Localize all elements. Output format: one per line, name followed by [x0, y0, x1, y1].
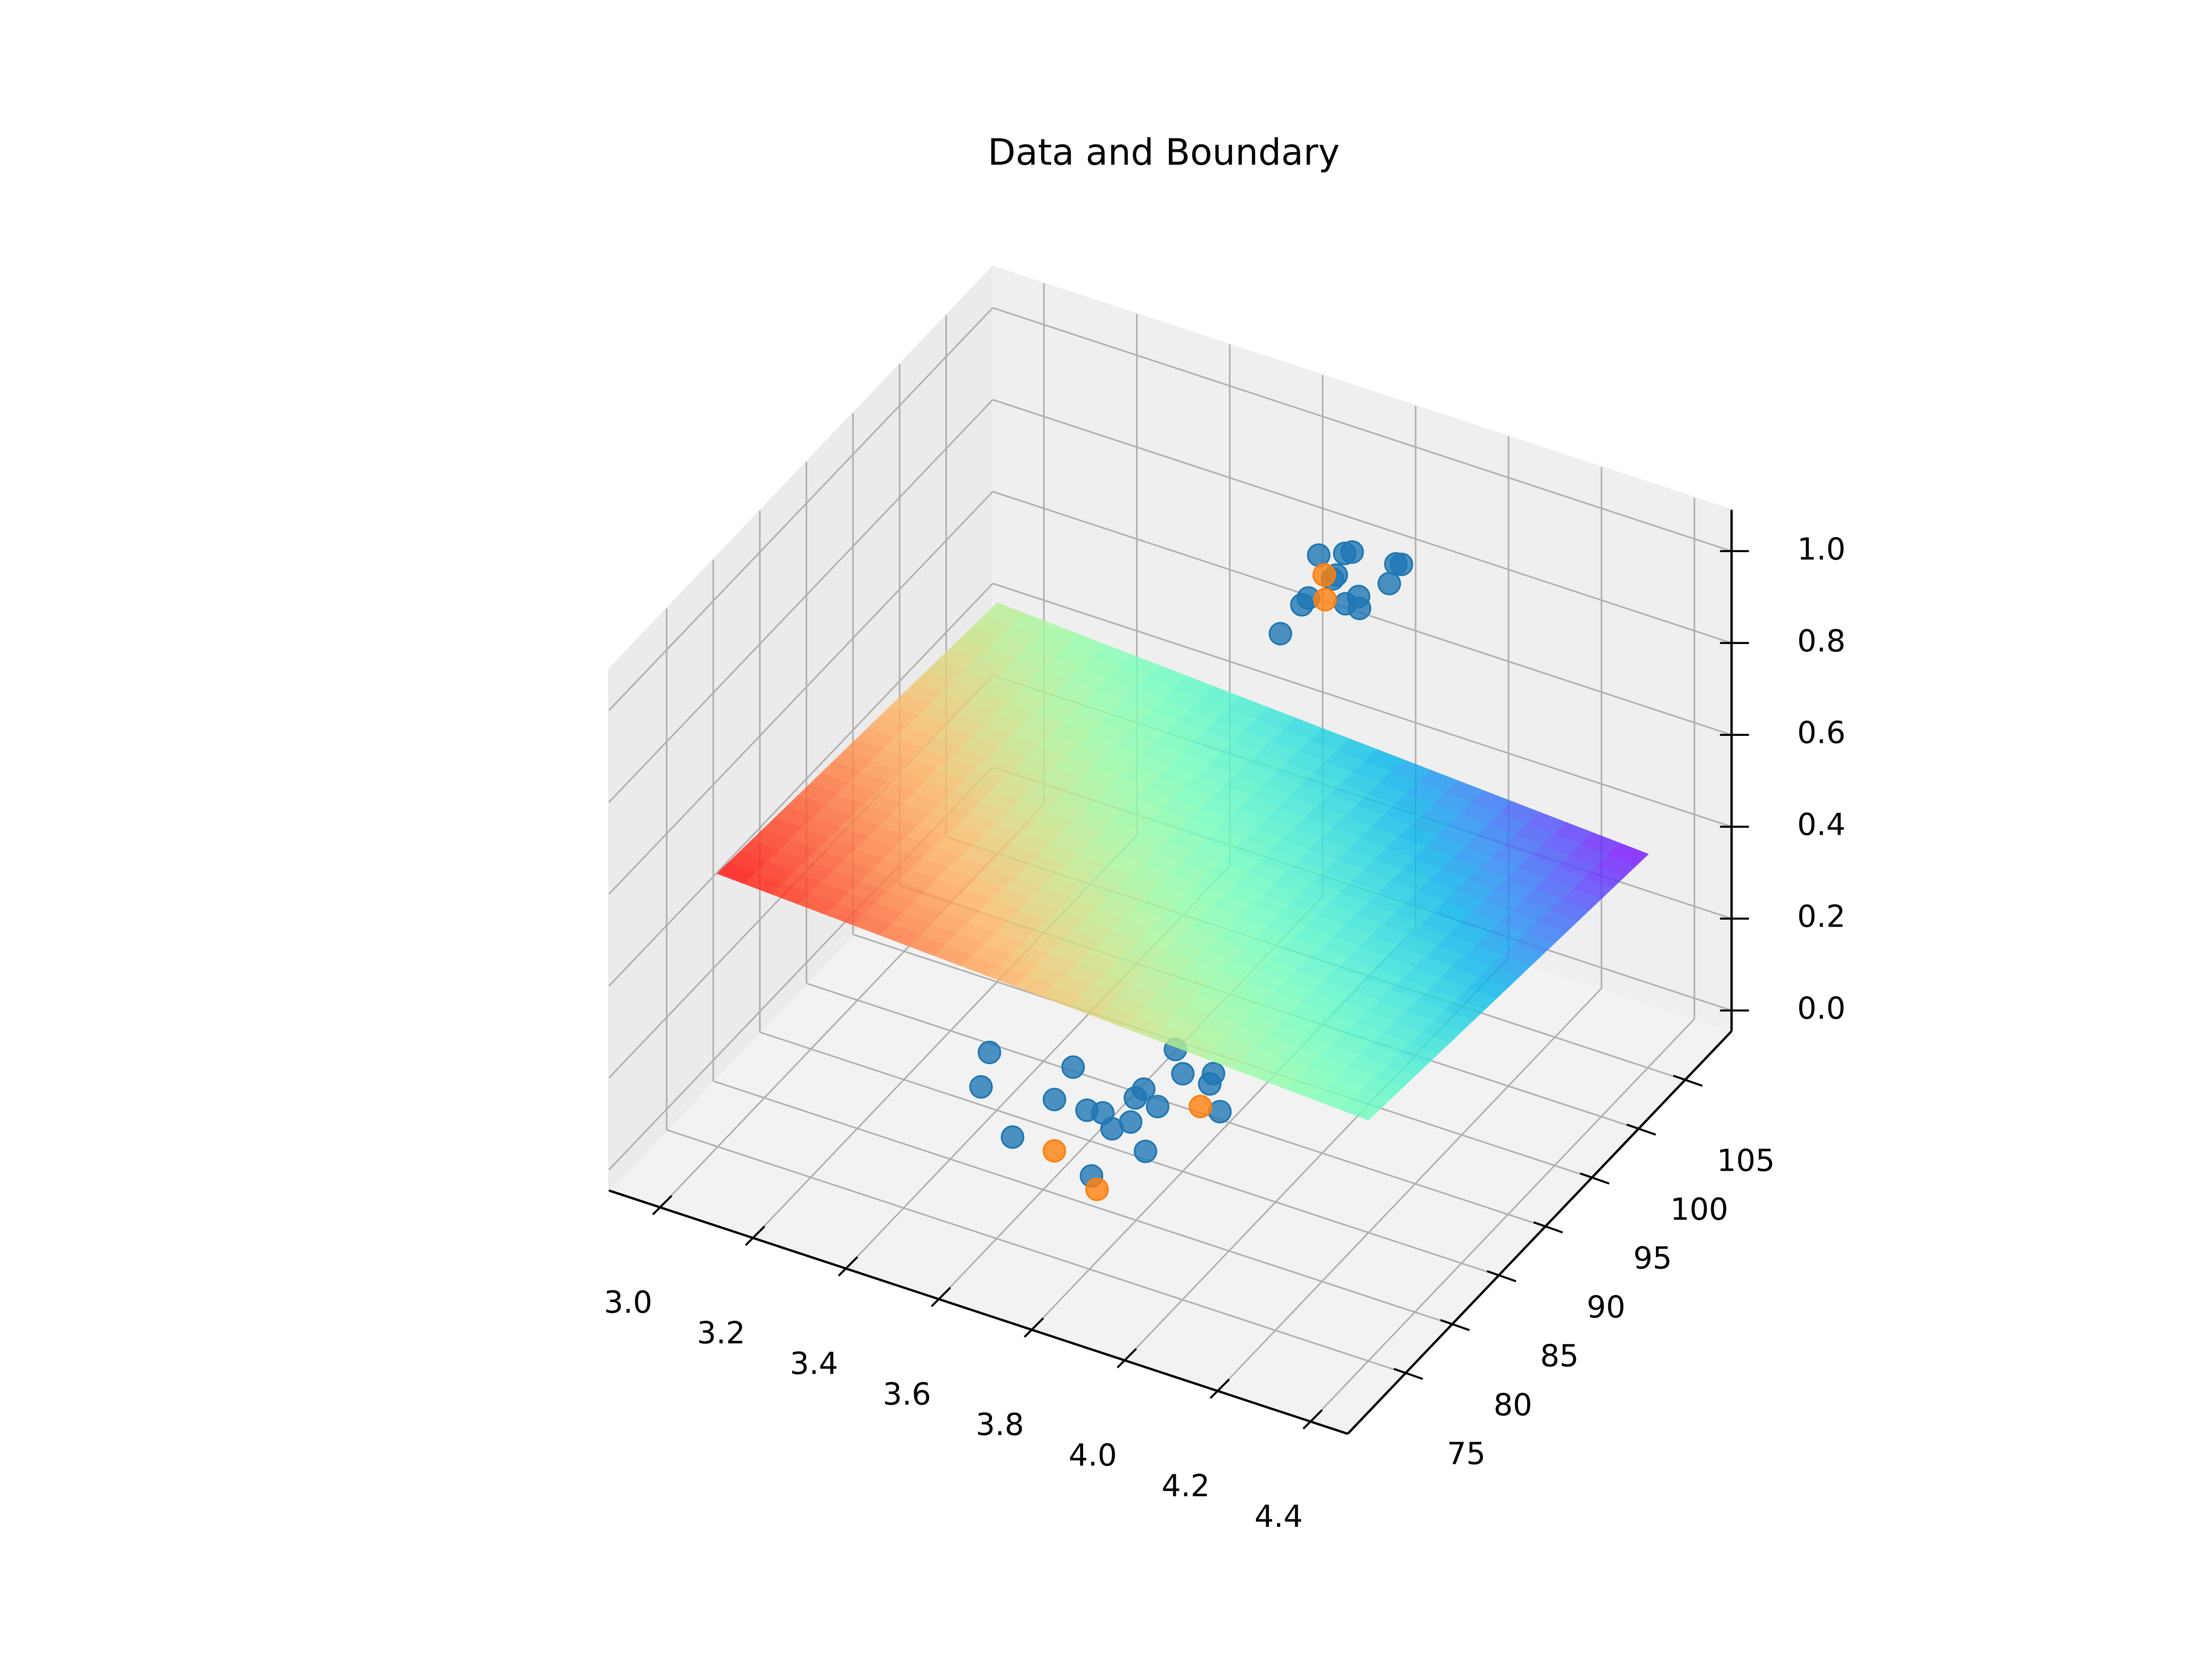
grid-line	[1310, 1018, 1695, 1422]
grid-line	[992, 399, 1732, 644]
data-point	[1042, 1088, 1066, 1112]
x-tick-label: 3.8	[976, 1407, 1024, 1442]
tick-mark	[1210, 1379, 1230, 1399]
z-tick-label: 0.2	[1797, 899, 1846, 934]
grid-line	[992, 582, 1732, 828]
data-point	[1061, 1055, 1085, 1079]
z-tick-label: 0.6	[1797, 715, 1846, 751]
grid-line	[759, 1031, 1499, 1277]
z-tick-label: 0.4	[1797, 807, 1846, 843]
grid-line	[608, 583, 994, 987]
z-tick-label: 0.0	[1797, 991, 1846, 1026]
tick-mark	[1116, 1348, 1137, 1368]
y-tick-label: 100	[1670, 1192, 1729, 1227]
x-tick-label: 3.0	[604, 1284, 652, 1320]
data-point	[1133, 1139, 1157, 1163]
grid-line	[806, 982, 1546, 1228]
chart-title: Data and Boundary	[988, 131, 1339, 174]
data-point	[1347, 596, 1371, 620]
grid-line	[1217, 987, 1602, 1392]
data-point	[1189, 1095, 1213, 1119]
grid-line	[608, 399, 994, 803]
y-axis-line	[1346, 1030, 1732, 1435]
tick-mark	[745, 1225, 765, 1246]
y-tick-label: 90	[1587, 1289, 1625, 1325]
grid-line	[713, 1080, 1452, 1325]
data-point	[1202, 1062, 1225, 1085]
y-tick-label: 80	[1494, 1387, 1532, 1423]
data-point	[1146, 1095, 1170, 1119]
data-point	[1123, 1086, 1147, 1110]
y-tick-label: 105	[1717, 1143, 1775, 1178]
y-tick-label: 95	[1633, 1241, 1672, 1276]
data-point	[978, 1040, 1001, 1064]
data-point	[1042, 1139, 1066, 1163]
data-point	[969, 1075, 993, 1099]
data-point	[1208, 1100, 1232, 1124]
tick-mark	[1626, 1124, 1656, 1136]
x-tick-label: 4.0	[1069, 1438, 1117, 1473]
data-point	[1119, 1110, 1143, 1134]
grid-line	[666, 1129, 1406, 1374]
y-tick-label: 85	[1540, 1338, 1578, 1374]
data-point	[1340, 540, 1364, 564]
tick-mark	[1580, 1172, 1610, 1185]
tick-mark	[1673, 1074, 1703, 1087]
grid-line	[608, 307, 994, 711]
data-point	[1001, 1125, 1024, 1149]
data-point	[1307, 543, 1331, 567]
tick-mark	[931, 1287, 951, 1307]
tick-mark	[1393, 1368, 1424, 1380]
tick-mark	[1533, 1221, 1563, 1234]
x-tick-label: 3.6	[883, 1376, 931, 1412]
x-tick-label: 4.2	[1161, 1468, 1210, 1504]
x-tick-label: 3.4	[790, 1346, 838, 1381]
x-axis-line	[608, 1189, 1348, 1435]
tick-mark	[652, 1195, 673, 1215]
y-tick-label: 75	[1447, 1436, 1486, 1471]
tick-mark	[1487, 1270, 1517, 1282]
x-tick-label: 4.4	[1255, 1499, 1303, 1534]
x-tick-label: 3.2	[697, 1315, 746, 1351]
data-point	[1378, 571, 1401, 595]
tick-mark	[838, 1256, 859, 1277]
tick-mark	[1024, 1317, 1044, 1338]
decision-surface	[716, 602, 1649, 1121]
z-tick-label: 1.0	[1797, 532, 1846, 567]
surface-cell	[1608, 843, 1649, 866]
data-point	[1269, 622, 1292, 646]
grid-line	[992, 307, 1732, 552]
data-point	[1085, 1177, 1109, 1201]
data-point	[1389, 553, 1413, 576]
data-point	[1171, 1062, 1195, 1086]
tick-mark	[1440, 1319, 1470, 1331]
data-point	[1312, 563, 1336, 587]
tick-mark	[1302, 1409, 1323, 1430]
z-tick-label: 0.8	[1797, 623, 1846, 659]
data-point	[1313, 588, 1337, 612]
grid-line	[608, 491, 994, 895]
